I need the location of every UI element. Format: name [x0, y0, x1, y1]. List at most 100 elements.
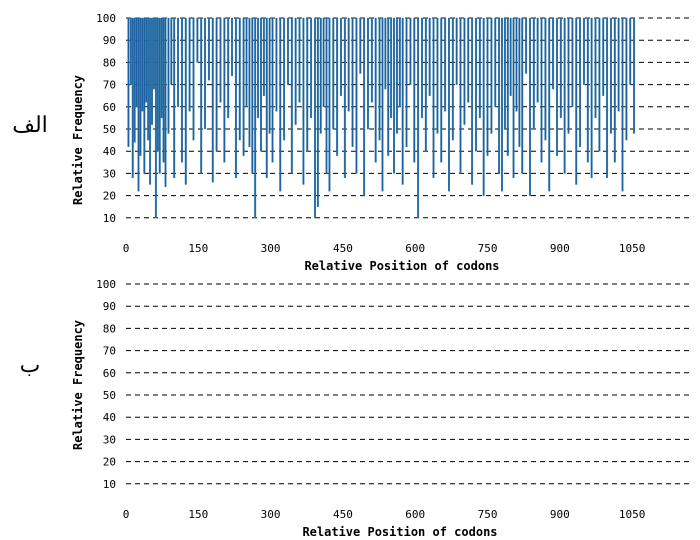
bar-alef-149: [633, 17, 636, 134]
bar-alef-116: [509, 17, 512, 96]
bar-alef-140: [598, 17, 601, 152]
bar-alef-74: [359, 17, 362, 74]
bar-alef-25: [184, 17, 187, 185]
bar-alef-64: [322, 17, 325, 108]
y-tick-label-80-be: 80: [103, 322, 116, 335]
bar-alef-33: [215, 17, 218, 152]
bar-alef-53: [283, 17, 286, 141]
bar-alef-123: [532, 17, 535, 130]
bar-alef-40: [242, 17, 245, 156]
bar-alef-67: [332, 17, 335, 130]
bar-alef-46: [260, 17, 262, 152]
bar-alef-93: [424, 17, 427, 152]
bar-alef-130: [559, 17, 562, 119]
bar-alef-79: [378, 17, 381, 141]
bar-alef-60: [310, 17, 313, 119]
bar-alef-63: [319, 17, 322, 134]
bar-alef-29: [200, 17, 203, 174]
bar-alef-47: [262, 17, 265, 96]
bar-alef-136: [582, 17, 585, 85]
x-axis-title-alef: Relative Position of codons: [304, 259, 499, 273]
bar-alef-13: [152, 17, 155, 90]
bar-alef-119: [518, 17, 521, 147]
bar-alef-115: [506, 17, 509, 156]
bar-alef-65: [325, 17, 328, 174]
bar-alef-41: [245, 17, 248, 108]
bar-alef-84: [393, 17, 395, 174]
bar-alef-82: [387, 17, 390, 156]
bar-alef-94: [428, 17, 431, 96]
bar-alef-10: [147, 17, 150, 141]
bar-alef-134: [575, 17, 578, 185]
bar-alef-31: [207, 17, 210, 81]
bar-alef-111: [494, 17, 497, 108]
bar-alef-66: [328, 17, 331, 192]
bar-alef-81: [384, 17, 387, 90]
bar-alef-19: [164, 17, 167, 187]
bar-alef-104: [467, 17, 470, 103]
bar-alef-6: [139, 17, 142, 156]
bar-alef-127: [548, 17, 551, 192]
bar-alef-30: [204, 17, 207, 130]
bar-alef-99: [448, 17, 450, 192]
bar-alef-91: [417, 17, 420, 219]
bar-alef-129: [555, 17, 558, 156]
x-tick-label-0-be: 0: [123, 508, 130, 521]
y-tick-label-40-alef: 40: [103, 145, 116, 158]
bar-alef-85: [395, 17, 398, 134]
x-tick-label-600-be: 600: [405, 508, 425, 521]
bar-alef-117: [512, 17, 515, 179]
y-tick-label-100-alef: 100: [96, 12, 116, 25]
bar-alef-44: [254, 17, 257, 219]
panel-label-alef: الف: [12, 113, 48, 138]
x-tick-label-900-alef: 900: [550, 242, 570, 255]
y-tick-label-30-alef: 30: [103, 167, 116, 180]
x-tick-label-0-alef: 0: [123, 242, 130, 255]
bar-alef-95: [432, 17, 435, 179]
bar-alef-96: [436, 17, 439, 134]
bar-alef-3: [133, 17, 136, 143]
bar-alef-58: [302, 17, 305, 185]
y-tick-label-70-alef: 70: [103, 79, 116, 92]
bar-alef-59: [306, 17, 309, 152]
bar-alef-108: [482, 17, 485, 196]
bars-alef: [127, 17, 636, 219]
bar-alef-72: [351, 17, 354, 147]
x-axis-title-be: Relative Position of codons: [302, 525, 497, 539]
x-tick-label-150-alef: 150: [188, 242, 208, 255]
y-tick-label-50-be: 50: [103, 389, 116, 402]
bar-alef-141: [602, 17, 605, 96]
bar-alef-121: [525, 17, 528, 74]
bar-alef-11: [149, 17, 152, 185]
x-tick-labels-be: 0 150 300 450 600 750 900 1050: [123, 508, 646, 521]
bar-alef-76: [367, 17, 369, 130]
y-tick-labels-alef: 10 20 30 40 50 60 70 80 90 100: [96, 12, 116, 225]
bar-alef-112: [498, 17, 501, 174]
bar-alef-118: [515, 17, 518, 112]
bar-alef-139: [594, 17, 597, 119]
bar-alef-12: [151, 17, 154, 125]
bar-alef-34: [219, 17, 222, 103]
bar-alef-78: [374, 17, 377, 163]
bar-alef-77: [370, 17, 373, 103]
y-tick-labels-be: 10 20 30 40 50 60 70 80 90 100: [96, 278, 116, 491]
bar-alef-100: [451, 17, 454, 141]
grid-alef: [126, 17, 690, 219]
bar-alef-56: [294, 17, 297, 125]
bar-alef-45: [257, 17, 260, 119]
bar-alef-87: [401, 17, 404, 185]
y-tick-label-70-be: 70: [103, 345, 116, 358]
bar-alef-90: [413, 17, 416, 163]
x-tick-label-900-be: 900: [550, 508, 570, 521]
bar-alef-101: [455, 17, 458, 85]
x-tick-labels-alef: 0 150 300 450 600 750 900 1050: [123, 242, 646, 255]
y-tick-label-100-be: 100: [96, 278, 116, 291]
bar-alef-38: [234, 17, 237, 179]
bar-alef-42: [248, 17, 251, 147]
chart-panel-be: ب Relative Frequency Relative Position o…: [20, 278, 690, 539]
bar-alef-114: [503, 17, 506, 130]
bar-alef-70: [343, 17, 346, 179]
bar-alef-52: [279, 17, 282, 192]
bar-alef-15: [156, 17, 159, 152]
bar-alef-20: [167, 17, 170, 134]
